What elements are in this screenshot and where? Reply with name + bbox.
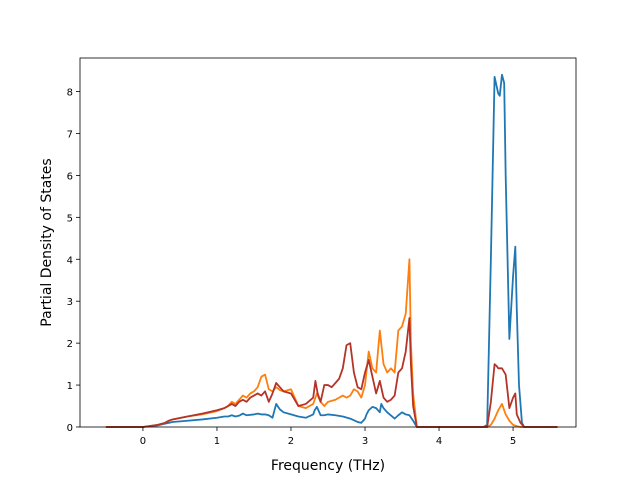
x-tick-label: 3 <box>362 436 368 447</box>
x-axis: 0 1 2 3 4 5 <box>140 427 516 447</box>
x-tick-label: 1 <box>214 436 220 447</box>
y-tick-label: 5 <box>67 213 73 224</box>
x-axis-label: Frequency (THz) <box>271 458 385 474</box>
y-tick-label: 6 <box>67 171 73 182</box>
y-tick-label: 4 <box>67 255 73 266</box>
plot-frame <box>79 57 577 428</box>
y-tick-label: 0 <box>67 423 73 434</box>
y-tick-label: 3 <box>67 297 73 308</box>
x-tick-label: 2 <box>288 436 294 447</box>
y-axis-label: Partial Density of States <box>39 158 55 326</box>
x-tick-label: 5 <box>510 436 516 447</box>
x-tick-label: 0 <box>140 436 146 447</box>
x-tick-label: 4 <box>436 436 442 447</box>
y-tick-label: 7 <box>67 129 73 140</box>
series-line-1 <box>105 73 558 428</box>
y-tick-label: 1 <box>67 381 73 392</box>
series-line-3 <box>105 317 558 428</box>
y-tick-label: 8 <box>67 88 73 99</box>
y-axis: 0 1 2 3 4 5 6 7 8 <box>67 88 80 434</box>
y-tick-label: 2 <box>67 339 73 350</box>
